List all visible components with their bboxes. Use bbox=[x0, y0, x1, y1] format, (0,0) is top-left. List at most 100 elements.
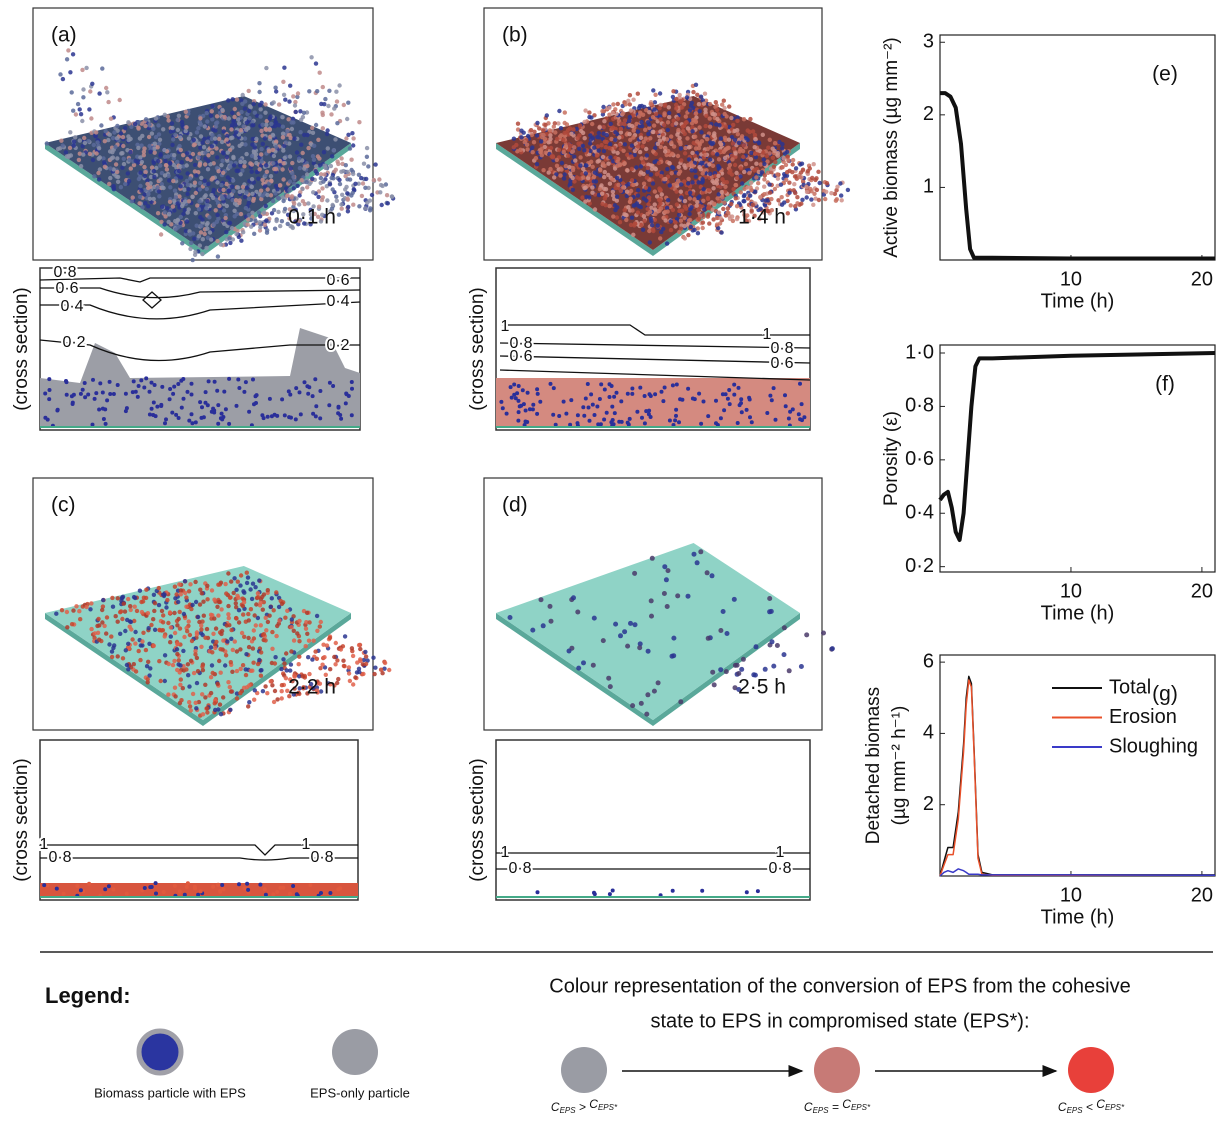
particle bbox=[720, 392, 725, 397]
particle bbox=[523, 408, 528, 413]
particle bbox=[314, 613, 320, 619]
particle bbox=[810, 175, 815, 181]
particle bbox=[639, 103, 645, 109]
particle bbox=[230, 197, 235, 203]
particle bbox=[178, 175, 184, 180]
particle bbox=[155, 211, 161, 216]
particle bbox=[750, 129, 756, 134]
particle bbox=[717, 165, 722, 170]
particle bbox=[685, 163, 691, 168]
particle bbox=[156, 132, 162, 137]
particle bbox=[103, 129, 108, 134]
particle bbox=[728, 168, 733, 173]
particle bbox=[203, 682, 208, 687]
particle bbox=[659, 192, 664, 197]
particle bbox=[291, 186, 296, 191]
particle bbox=[226, 98, 231, 103]
particle bbox=[156, 189, 162, 194]
particle bbox=[674, 382, 679, 387]
particle bbox=[299, 178, 304, 183]
particle bbox=[744, 218, 749, 224]
particle bbox=[246, 611, 251, 617]
particle bbox=[668, 227, 674, 233]
particle bbox=[109, 649, 115, 654]
particle bbox=[111, 392, 116, 396]
particle bbox=[733, 196, 738, 201]
x-tick-label: 10 bbox=[1060, 580, 1082, 602]
particle bbox=[694, 560, 700, 566]
particle bbox=[640, 159, 646, 165]
particle bbox=[277, 618, 282, 623]
particle bbox=[334, 89, 339, 94]
particle bbox=[673, 224, 678, 229]
particle bbox=[260, 607, 265, 612]
particle bbox=[57, 146, 63, 151]
particle bbox=[178, 682, 183, 687]
particle bbox=[230, 110, 235, 116]
particle bbox=[339, 202, 344, 207]
particle bbox=[197, 161, 203, 167]
particle bbox=[797, 174, 802, 180]
particle bbox=[611, 102, 616, 107]
particle bbox=[320, 84, 325, 90]
particle bbox=[511, 136, 517, 141]
particle bbox=[650, 129, 655, 135]
particle bbox=[313, 122, 319, 128]
particle bbox=[722, 408, 727, 413]
particle bbox=[123, 648, 128, 653]
particle bbox=[340, 192, 345, 197]
particle bbox=[205, 198, 210, 204]
particle bbox=[525, 390, 530, 395]
particle bbox=[678, 218, 684, 223]
particle bbox=[811, 202, 816, 207]
particle bbox=[270, 132, 276, 138]
particle bbox=[287, 216, 292, 221]
particle bbox=[271, 100, 276, 105]
particle bbox=[248, 105, 253, 110]
particle bbox=[323, 96, 328, 102]
particle bbox=[657, 106, 662, 111]
particle bbox=[271, 699, 277, 705]
particle bbox=[168, 129, 174, 134]
particle bbox=[200, 664, 205, 669]
particle bbox=[313, 61, 319, 66]
particle bbox=[601, 131, 606, 136]
particle bbox=[632, 622, 638, 628]
cross-section-particles bbox=[535, 888, 760, 898]
particle bbox=[158, 232, 164, 237]
particle bbox=[693, 82, 699, 88]
particle bbox=[739, 401, 743, 406]
particle bbox=[793, 190, 798, 196]
particle bbox=[259, 159, 264, 164]
particle bbox=[645, 648, 651, 654]
particle bbox=[329, 112, 334, 117]
particle bbox=[171, 162, 176, 168]
particle bbox=[270, 683, 275, 688]
particle bbox=[236, 168, 241, 173]
contour-label: 0·8 bbox=[768, 860, 791, 877]
particle bbox=[625, 391, 630, 396]
particle bbox=[115, 654, 120, 659]
particle bbox=[211, 631, 216, 636]
particle bbox=[290, 171, 295, 176]
particle bbox=[232, 114, 237, 120]
condition-part: = bbox=[829, 1100, 843, 1114]
particle bbox=[149, 885, 154, 889]
particle bbox=[310, 125, 315, 131]
particle bbox=[657, 208, 662, 213]
particle bbox=[625, 168, 630, 173]
particle bbox=[179, 160, 184, 165]
particle bbox=[686, 232, 691, 238]
particle bbox=[157, 194, 162, 199]
particle bbox=[179, 405, 184, 410]
particle bbox=[126, 596, 131, 602]
particle bbox=[635, 91, 640, 96]
particle bbox=[308, 222, 313, 227]
particle bbox=[274, 218, 279, 224]
particle bbox=[290, 160, 295, 166]
particle bbox=[141, 153, 146, 158]
particle bbox=[680, 105, 685, 110]
particle bbox=[326, 103, 331, 109]
particle bbox=[614, 175, 620, 181]
particle bbox=[571, 127, 576, 132]
